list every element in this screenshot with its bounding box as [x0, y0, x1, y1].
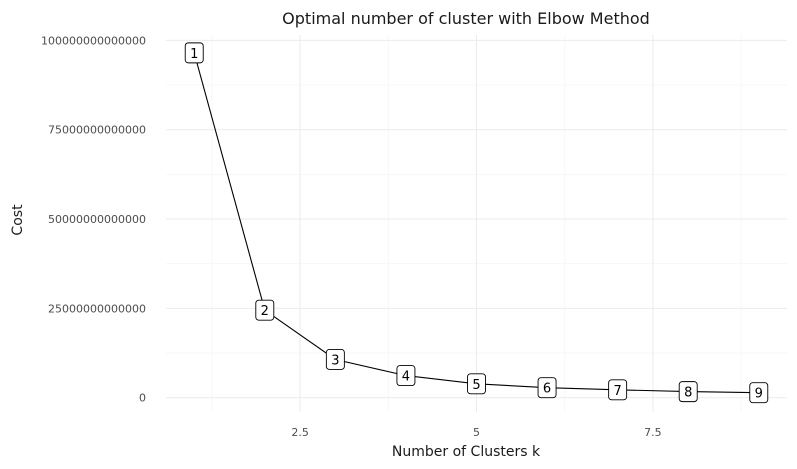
data-point-text: 2: [261, 304, 269, 319]
data-point-text: 6: [543, 382, 551, 397]
y-tick-label: 50000000000000: [48, 213, 146, 226]
data-point-marker: [255, 299, 275, 321]
data-point-text: 7: [613, 384, 621, 399]
data-point-label: 9: [749, 382, 769, 404]
data-point-label: 8: [678, 381, 698, 403]
y-tick-label: 100000000000000: [41, 34, 146, 47]
data-point-label: 3: [325, 349, 345, 370]
x-tick-label: 7.5: [644, 426, 662, 439]
y-tick-labels: 0 25000000000000 50000000000000 75000000000…: [41, 34, 146, 404]
y-tick-label: 75000000000000: [48, 124, 146, 137]
data-point-marker: [608, 379, 628, 401]
x-tick-label: 2.5: [291, 426, 309, 439]
y-tick-label: 0: [139, 392, 146, 405]
data-point-label: 6: [537, 377, 557, 399]
data-point-text: 1: [190, 47, 198, 62]
data-point-marker: [325, 349, 345, 370]
data-point-text: 4: [402, 370, 410, 385]
data-point-label: 7: [608, 379, 628, 401]
data-point-label: 2: [255, 299, 275, 321]
y-axis-title: Cost: [10, 204, 26, 236]
chart-title: Optimal number of cluster with Elbow Met…: [282, 9, 650, 28]
data-point-marker: [749, 382, 769, 404]
y-tick-label: 25000000000000: [48, 302, 146, 315]
data-point-marker: [396, 365, 416, 387]
data-point-marker: [467, 373, 486, 395]
x-tick-labels: 2.5 5 7.5: [291, 426, 661, 439]
data-point-text: 8: [684, 386, 692, 401]
x-axis-title: Number of Clusters k: [392, 444, 541, 460]
x-tick-label: 5: [473, 426, 480, 439]
data-point-label: 4: [396, 365, 416, 387]
data-point-label: 5: [467, 373, 486, 395]
data-point-text: 9: [755, 387, 763, 402]
grid-layer: [166, 35, 787, 412]
data-point-marker: [184, 42, 204, 64]
data-point-marker: [678, 381, 698, 403]
data-point-marker: [537, 377, 557, 399]
data-point-text: 3: [331, 353, 339, 368]
data-point-label: 1: [184, 42, 204, 64]
data-point-text: 5: [472, 378, 480, 393]
point-labels: 1 2 3 4 5 6 7 8 9: [184, 42, 769, 404]
